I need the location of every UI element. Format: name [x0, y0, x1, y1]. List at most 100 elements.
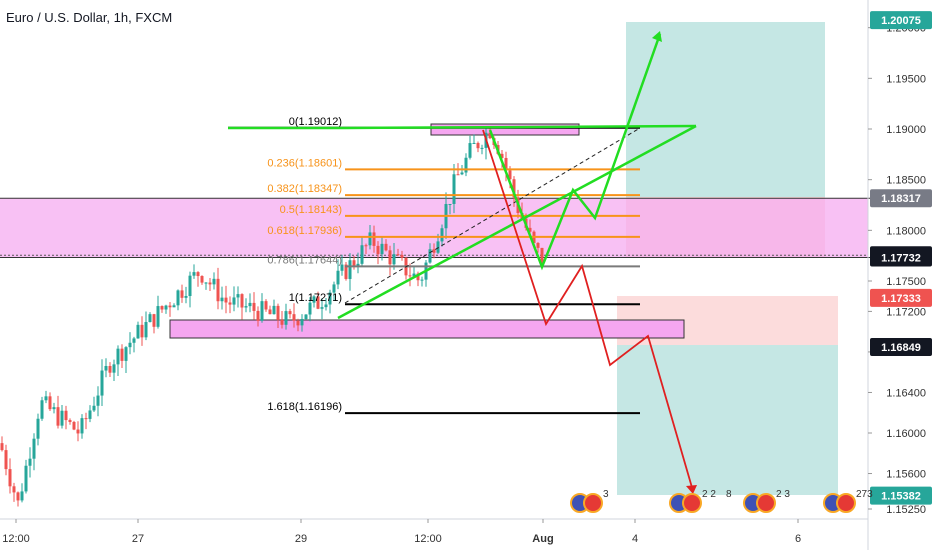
candle-body [4, 450, 8, 470]
candle-body [432, 249, 436, 253]
triangle-top-line [344, 124, 697, 130]
long-target-zone [626, 22, 825, 197]
candle-body [28, 458, 32, 466]
x-tick-label: Aug [532, 533, 553, 545]
fib-level-label: 0.618(1.17936) [267, 225, 342, 237]
candle-body [356, 263, 360, 266]
candle-body [308, 302, 312, 315]
candle-body [12, 486, 16, 493]
candle-body [8, 469, 12, 487]
candle-body [84, 418, 88, 420]
candle-body [156, 306, 160, 327]
candle-body [204, 282, 208, 284]
candle-body [240, 294, 244, 308]
y-tick-label: 1.17500 [886, 276, 926, 288]
candle-body [112, 364, 116, 373]
candle-body [104, 366, 108, 371]
candle-body [376, 245, 380, 255]
bearish-projection-path [482, 129, 694, 492]
candle-body [504, 157, 508, 171]
candle-body [228, 302, 232, 305]
candle-body [336, 270, 340, 285]
candle-body [440, 228, 444, 242]
candle-body [148, 314, 152, 323]
candle-body [48, 396, 52, 410]
candle-body [420, 279, 424, 281]
candle-body [304, 314, 308, 319]
price-tag [870, 11, 932, 30]
candle-body [428, 249, 432, 263]
candle-body [364, 245, 368, 247]
candle-body [472, 142, 476, 144]
candle-body [52, 407, 56, 410]
y-tick-label: 1.17200 [886, 306, 926, 318]
candle-body [288, 311, 292, 315]
fib-level-label: 0.236(1.18601) [267, 157, 342, 169]
fib-level-label: 0(1.19012) [289, 116, 342, 128]
us-flag-icon[interactable] [756, 493, 776, 513]
dashed-trend-line [344, 127, 641, 304]
candle-body [236, 294, 240, 298]
candle-body [40, 400, 44, 419]
candle-body [388, 250, 392, 265]
candle-body [120, 348, 124, 361]
candle-body [528, 227, 532, 232]
us-flag-icon[interactable] [583, 493, 603, 513]
candle-body [128, 342, 132, 348]
candle-body [232, 297, 236, 305]
candle-body [212, 278, 216, 285]
candle-body [408, 275, 412, 277]
candle-body [196, 272, 200, 277]
fib-level-label: 0.382(1.18347) [267, 183, 342, 195]
candle-body [448, 203, 452, 205]
candle-body [464, 157, 468, 173]
bullish-arrowhead [652, 31, 662, 42]
candle-body [152, 314, 156, 327]
candle-body [100, 370, 104, 396]
candle-body [192, 272, 196, 276]
price-tag [870, 486, 932, 505]
price-tag-value: 1.18317 [881, 193, 921, 205]
y-tick-label: 1.18500 [886, 175, 926, 187]
candle-body [184, 296, 188, 298]
x-tick-label: 4 [632, 533, 638, 545]
y-tick-label: 1.18000 [886, 225, 926, 237]
candle-body [180, 290, 184, 298]
us-flag-icon[interactable] [682, 493, 702, 513]
us-flag-icon[interactable] [836, 493, 856, 513]
candle-body [372, 232, 376, 246]
x-tick-label: 12:00 [2, 533, 30, 545]
candle-body [264, 301, 268, 310]
candle-body [0, 443, 4, 451]
y-tick-label: 1.15600 [886, 469, 926, 481]
short-target-zone [617, 345, 838, 495]
price-tag [870, 337, 932, 356]
price-tag-value: 1.16849 [881, 342, 921, 354]
event-count: 2 3 [776, 489, 790, 500]
y-tick-label: 1.19500 [886, 73, 926, 85]
candle-body [200, 276, 204, 283]
event-count: 273 [856, 489, 873, 500]
y-tick-label: 1.16000 [886, 428, 926, 440]
triangle-bottom-line [337, 124, 697, 320]
candle-body [292, 314, 296, 321]
candle-body [124, 347, 128, 361]
candle-body [452, 174, 456, 204]
candle-body [16, 492, 20, 501]
candle-body [296, 320, 300, 326]
top-zone [430, 123, 580, 136]
candle-body [224, 297, 228, 303]
candle-body [160, 306, 164, 310]
candle-body [340, 264, 344, 271]
candle-body [92, 405, 96, 411]
candle-body [396, 254, 400, 256]
candle-body [36, 418, 40, 439]
y-tick-label: 1.15250 [886, 504, 926, 516]
candle-body [260, 301, 264, 321]
candle-body [272, 305, 276, 315]
y-tick-label: 1.16400 [886, 387, 926, 399]
candle-body [416, 273, 420, 281]
candle-body [392, 254, 396, 265]
candle-body [276, 305, 280, 320]
